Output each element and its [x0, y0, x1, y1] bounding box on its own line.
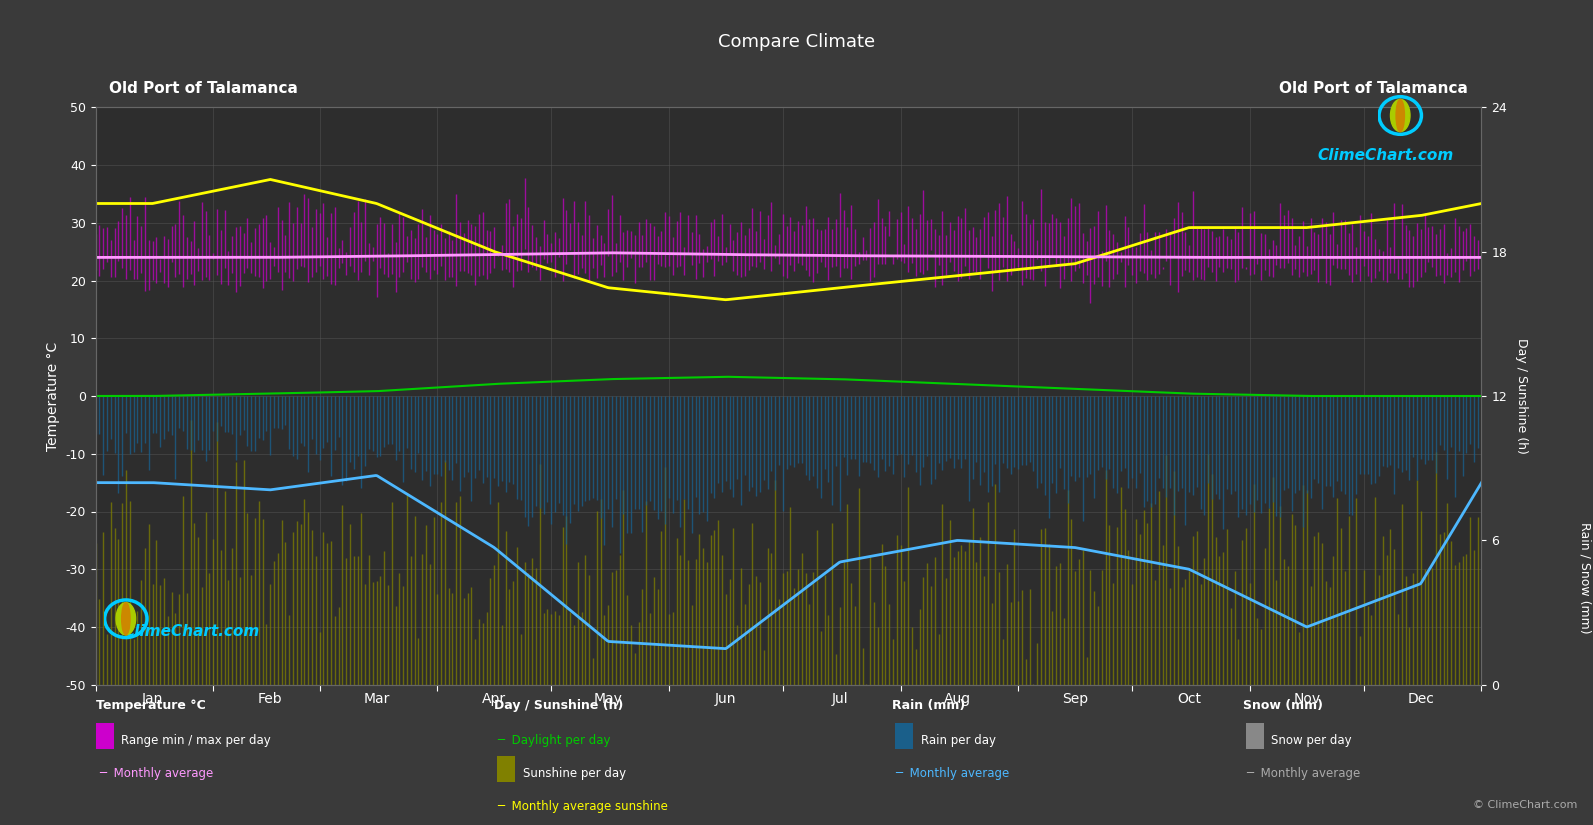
Text: ─  Daylight per day: ─ Daylight per day [497, 733, 610, 747]
Ellipse shape [1395, 100, 1405, 131]
Text: ─  Monthly average: ─ Monthly average [1246, 766, 1360, 780]
Text: Sunshine per day: Sunshine per day [523, 766, 626, 780]
Text: Snow (mm): Snow (mm) [1243, 700, 1322, 713]
Text: Rain (mm): Rain (mm) [892, 700, 965, 713]
Text: ─  Monthly average: ─ Monthly average [895, 766, 1010, 780]
Text: © ClimeChart.com: © ClimeChart.com [1472, 800, 1577, 810]
Text: Rain / Snow (mm): Rain / Snow (mm) [1579, 521, 1591, 634]
Text: ClimeChart.com: ClimeChart.com [123, 624, 260, 639]
Ellipse shape [121, 602, 131, 635]
Text: Temperature °C: Temperature °C [96, 700, 205, 713]
Text: ─  Monthly average sunshine: ─ Monthly average sunshine [497, 799, 667, 813]
Text: Old Port of Talamanca: Old Port of Talamanca [110, 81, 298, 96]
Text: Old Port of Talamanca: Old Port of Talamanca [1279, 81, 1467, 96]
Text: Day / Sunshine (h): Day / Sunshine (h) [494, 700, 623, 713]
Text: Compare Climate: Compare Climate [718, 33, 875, 51]
Ellipse shape [116, 602, 135, 635]
Text: ─  Monthly average: ─ Monthly average [99, 766, 213, 780]
Text: Range min / max per day: Range min / max per day [121, 733, 271, 747]
Text: ClimeChart.com: ClimeChart.com [1317, 148, 1454, 163]
Ellipse shape [1391, 100, 1410, 131]
Text: Snow per day: Snow per day [1271, 733, 1352, 747]
Y-axis label: Day / Sunshine (h): Day / Sunshine (h) [1515, 338, 1528, 454]
Y-axis label: Temperature °C: Temperature °C [46, 342, 61, 450]
Text: Rain per day: Rain per day [921, 733, 996, 747]
